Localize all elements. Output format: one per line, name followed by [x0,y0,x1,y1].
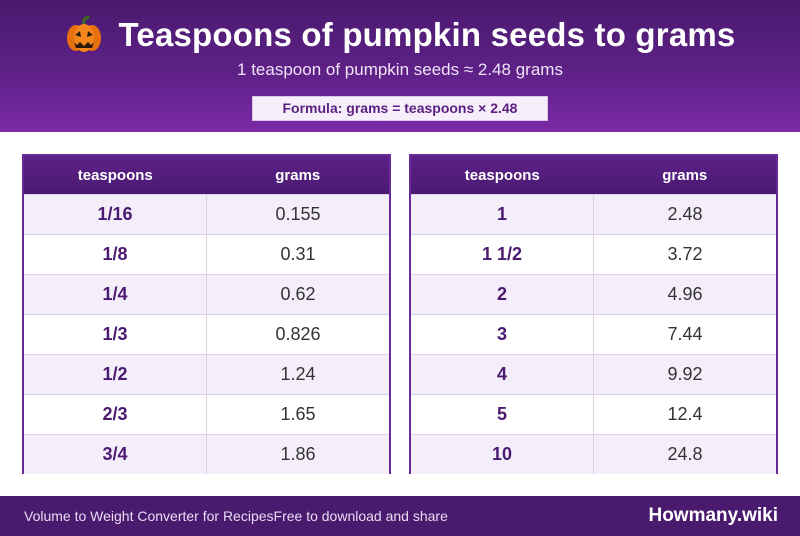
grams-cell: 0.31 [280,244,316,264]
teaspoons-cell: 1/3 [24,315,207,354]
table-row: 10 24.8 [411,434,776,474]
column-header-grams: grams [275,166,321,184]
table-row: 1/8 0.31 [24,234,389,274]
teaspoons-cell: 1 1/2 [411,235,594,274]
title-row: Teaspoons of pumpkin seeds to grams [0,12,800,58]
teaspoons-cell: 1/16 [24,195,207,234]
table-header: teaspoons grams [24,156,389,194]
grams-cell: 0.62 [280,284,316,304]
table-row: 1/16 0.155 [24,194,389,234]
teaspoons-cell: 3/4 [24,435,207,474]
teaspoons-cell: 2/3 [24,395,207,434]
teaspoons-cell: 1/4 [24,275,207,314]
column-header-teaspoons: teaspoons [77,166,153,184]
table-row: 2 4.96 [411,274,776,314]
header-banner: Teaspoons of pumpkin seeds to grams 1 te… [0,0,800,132]
table-row: 1 2.48 [411,194,776,234]
footer-bar: Volume to Weight Converter for RecipesFr… [0,496,800,536]
table-row: 2/3 1.65 [24,394,389,434]
table-row: 1 1/2 3.72 [411,234,776,274]
grams-cell: 2.48 [667,204,703,224]
footer-converter-text: Volume to Weight Converter for Recipes [24,508,274,524]
grams-cell: 0.826 [275,324,321,344]
table-row: 1/2 1.24 [24,354,389,394]
table-row: 3/4 1.86 [24,434,389,474]
teaspoons-cell: 4 [411,355,594,394]
column-header-grams: grams [662,166,708,184]
teaspoons-cell: 2 [411,275,594,314]
table-body: 1 2.48 1 1/2 3.72 2 4.96 3 7.44 4 9.92 5… [411,194,776,474]
teaspoons-cell: 1/2 [24,355,207,394]
column-header-teaspoons: teaspoons [464,166,540,184]
table-row: 3 7.44 [411,314,776,354]
grams-cell: 1.65 [280,404,316,424]
grams-cell: 4.96 [667,284,703,304]
teaspoons-cell: 10 [411,435,594,474]
footer-share-text: Free to download and share [273,508,448,524]
grams-cell: 12.4 [667,404,703,424]
table-row: 4 9.92 [411,354,776,394]
grams-cell: 1.86 [280,444,316,464]
table-body: 1/16 0.155 1/8 0.31 1/4 0.62 1/3 0.826 1… [24,194,389,474]
brand-logo-text[interactable]: Howmany.wiki [648,505,778,526]
teaspoons-cell: 5 [411,395,594,434]
conversion-table-left: teaspoons grams 1/16 0.155 1/8 0.31 1/4 … [22,154,391,474]
teaspoons-cell: 3 [411,315,594,354]
table-header: teaspoons grams [411,156,776,194]
table-row: 1/3 0.826 [24,314,389,354]
table-row: 5 12.4 [411,394,776,434]
formula-badge: Formula: grams = teaspoons × 2.48 [252,96,548,121]
grams-cell: 3.72 [667,244,703,264]
grams-cell: 1.24 [280,364,316,384]
footer-tagline: Volume to Weight Converter for RecipesFr… [24,496,448,536]
pumpkin-icon [67,15,102,52]
grams-cell: 7.44 [667,324,703,344]
grams-cell: 24.8 [667,444,703,464]
teaspoons-cell: 1 [411,195,594,234]
table-row: 1/4 0.62 [24,274,389,314]
conversion-table-right: teaspoons grams 1 2.48 1 1/2 3.72 2 4.96… [409,154,778,474]
page-title: Teaspoons of pumpkin seeds to grams [118,16,736,53]
conversion-subtitle: 1 teaspoon of pumpkin seeds ≈ 2.48 grams [237,60,563,79]
grams-cell: 0.155 [275,204,321,224]
teaspoons-cell: 1/8 [24,235,207,274]
grams-cell: 9.92 [667,364,703,384]
